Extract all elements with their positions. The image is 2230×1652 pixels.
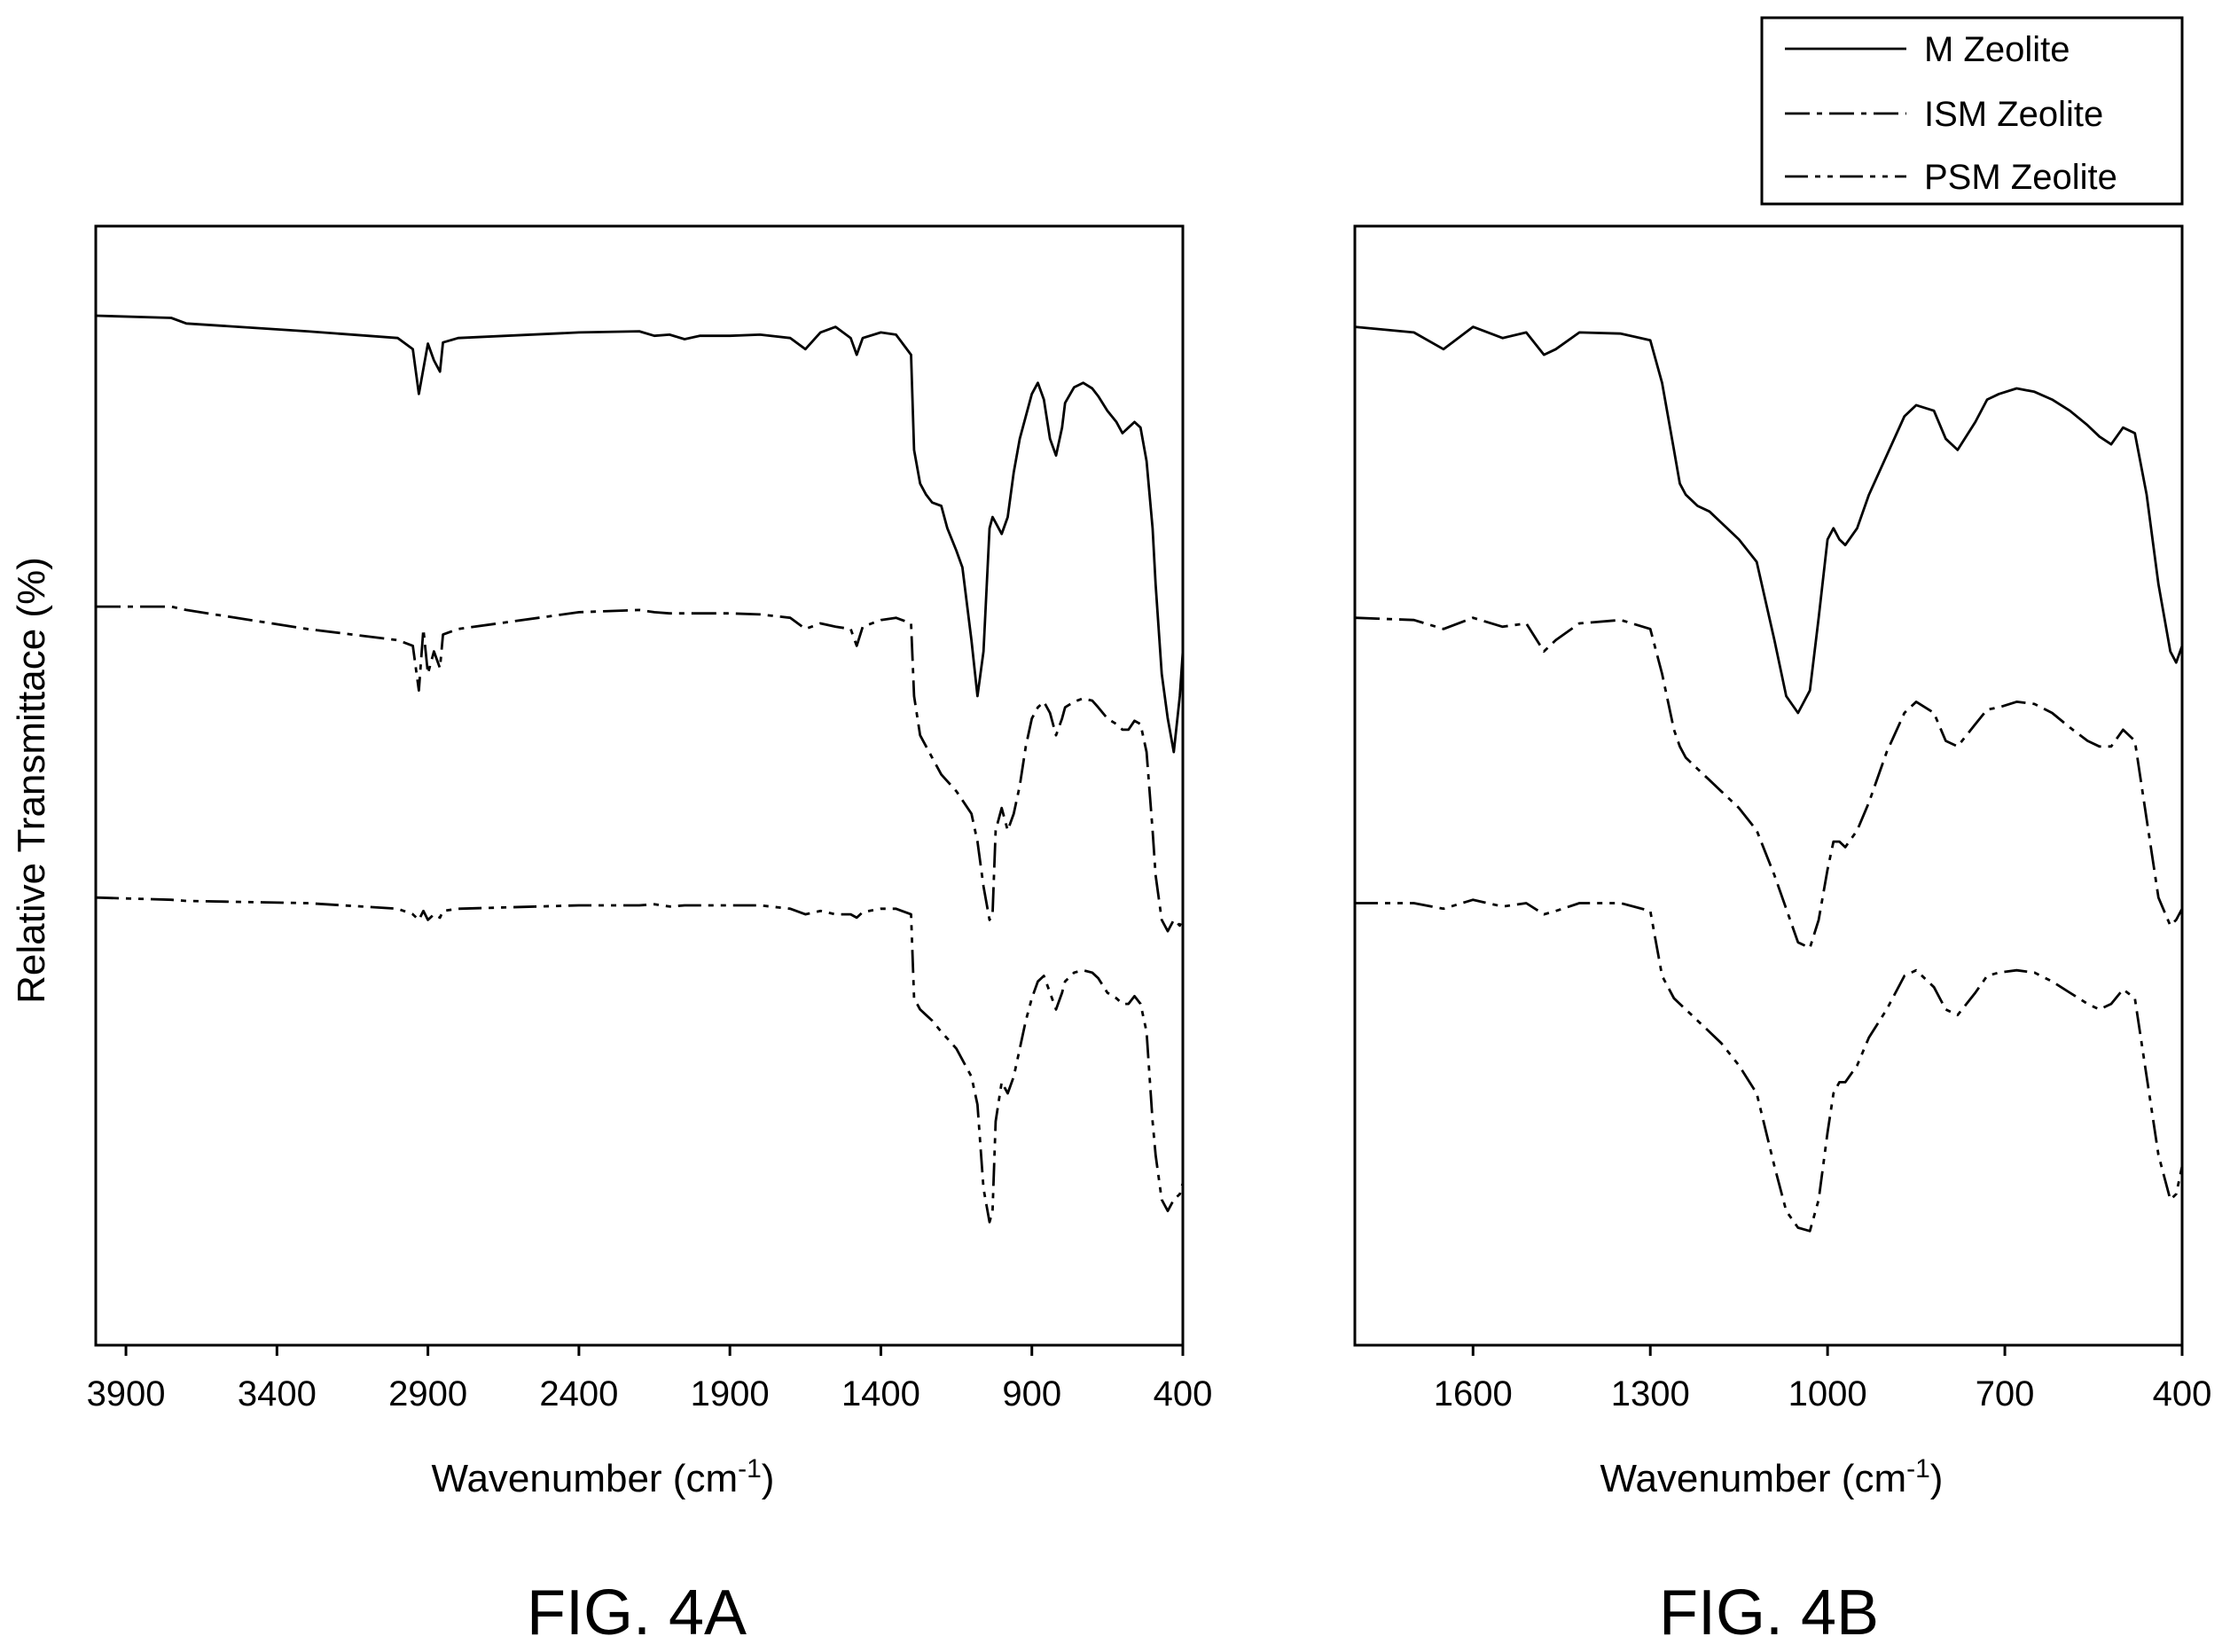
series-line-m-zeolite-4b [1354, 325, 2184, 715]
x-tick-label-4a-2400: 2400 [539, 1374, 618, 1413]
x-axis-title-4b: Wavenumber (cm-1) [1600, 1454, 1944, 1500]
legend-label-ism-zeolite: ISM Zeolite [1924, 95, 2103, 134]
x-ticks-4a: 3900 3400 2900 2400 1900 1400 900 400 [87, 1345, 1213, 1413]
x-axis-title-4a: Wavenumber (cm-1) [432, 1454, 775, 1500]
x-tick-label-4a-400: 400 [1154, 1374, 1213, 1413]
series-line-ism-zeolite-4b [1354, 616, 2184, 950]
series-group-4a [95, 314, 1185, 1224]
series-line-m-zeolite-4a [95, 314, 1185, 754]
x-ticks-4b: 1600 1300 1000 700 400 [1434, 1345, 2212, 1413]
plot-frame-4b [1353, 224, 2184, 1347]
y-axis-title: Relative Transmittace (%) [10, 557, 53, 1004]
x-tick-label-4a-1900: 1900 [691, 1374, 770, 1413]
x-tick-label-4a-2900: 2900 [388, 1374, 467, 1413]
x-tick-label-4b-400: 400 [2153, 1374, 2212, 1413]
x-tick-label-4a-3400: 3400 [238, 1374, 317, 1413]
plot-frame-4a [94, 224, 1185, 1347]
series-group-4b [1354, 325, 2184, 1233]
x-tick-label-4a-1400: 1400 [841, 1374, 920, 1413]
series-line-psm-zeolite-4a [95, 896, 1185, 1224]
panel-4b: 1600 1300 1000 700 400 Wavenumber (cm-1) FIG… [1353, 224, 2212, 1648]
legend: M Zeolite ISM Zeolite PSM Zeolite [1760, 16, 2184, 206]
x-tick-label-4b-1000: 1000 [1788, 1374, 1867, 1413]
series-line-ism-zeolite-4a [96, 605, 1185, 933]
x-tick-label-4b-1600: 1600 [1434, 1374, 1513, 1413]
x-tick-label-4a-3900: 3900 [87, 1374, 166, 1413]
panel-4a: 3900 3400 2900 2400 1900 1400 900 400 Wavenumbe… [87, 224, 1213, 1648]
legend-label-m-zeolite: M Zeolite [1924, 30, 2070, 69]
x-tick-label-4b-700: 700 [1976, 1374, 2035, 1413]
figure-caption-4b: FIG. 4B [1659, 1578, 1879, 1648]
series-line-psm-zeolite-4b [1355, 898, 2184, 1233]
x-tick-label-4a-900: 900 [1002, 1374, 1061, 1413]
legend-label-psm-zeolite: PSM Zeolite [1924, 158, 2117, 197]
x-tick-label-4b-1300: 1300 [1611, 1374, 1690, 1413]
figure-caption-4a: FIG. 4A [527, 1578, 747, 1648]
